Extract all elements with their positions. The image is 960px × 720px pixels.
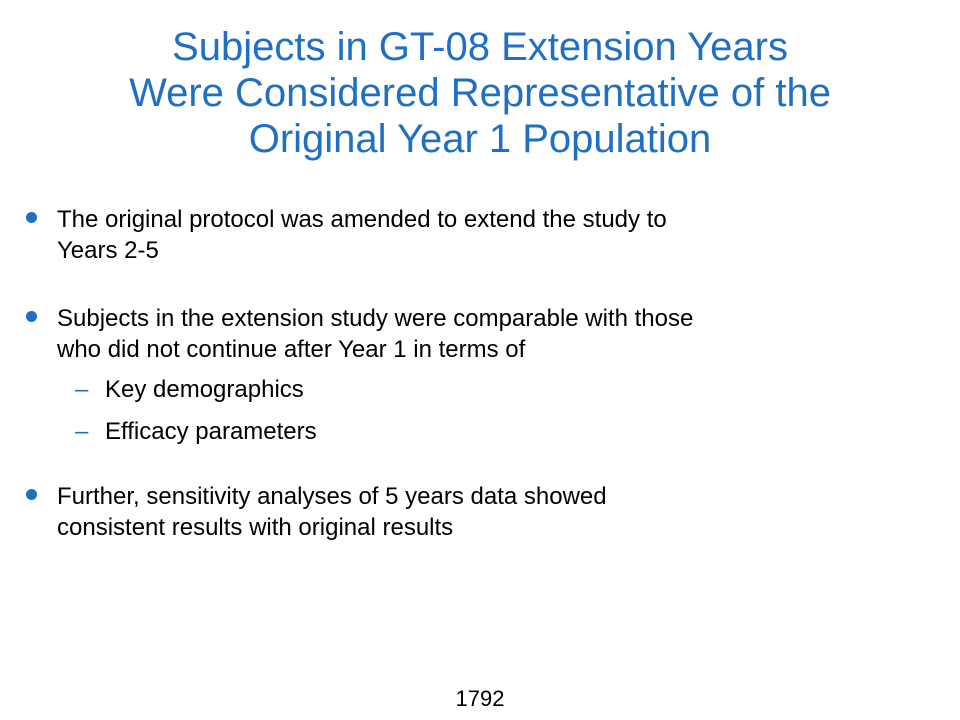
sub-item-text: Efficacy parameters	[105, 418, 317, 445]
bullet-dot-icon	[26, 212, 37, 223]
sub-item-key-demographics: – Key demographics	[75, 374, 905, 405]
slide-title-line-2: Were Considered Representative of the	[129, 71, 831, 115]
bullet-dot-icon	[26, 489, 37, 500]
sub-item-text: Key demographics	[105, 376, 304, 403]
bullet-item-protocol-amended: The original protocol was amended to ext…	[26, 204, 927, 266]
bullet-text: Further, sensitivity analyses of 5 years…	[57, 481, 927, 543]
bullet-text-line: Years 2-5	[57, 237, 159, 264]
slide-title-line-1: Subjects in GT-08 Extension Years	[172, 25, 788, 69]
bullet-text-line: The original protocol was amended to ext…	[57, 206, 667, 233]
bullet-text: Subjects in the extension study were com…	[57, 303, 927, 365]
bullet-text-line: Further, sensitivity analyses of 5 years…	[57, 483, 607, 510]
bullet-text-line: who did not continue after Year 1 in ter…	[57, 336, 526, 363]
dash-icon: –	[75, 376, 89, 403]
bullet-item-sensitivity-analyses: Further, sensitivity analyses of 5 years…	[26, 481, 927, 543]
slide-title-line-3: Original Year 1 Population	[248, 117, 712, 161]
bullet-text-line: Subjects in the extension study were com…	[57, 305, 694, 332]
bullet-item-subjects-comparable: Subjects in the extension study were com…	[26, 303, 927, 365]
bullet-dot-icon	[26, 311, 37, 322]
bullet-text-line: consistent results with original results	[57, 514, 454, 541]
sub-item-efficacy-parameters: – Efficacy parameters	[75, 416, 905, 447]
bullet-text: The original protocol was amended to ext…	[57, 204, 927, 266]
dash-icon: –	[75, 418, 89, 445]
slide-title: Subjects in GT-08 Extension Years Were C…	[20, 24, 940, 162]
page-number: 1792	[455, 686, 505, 711]
